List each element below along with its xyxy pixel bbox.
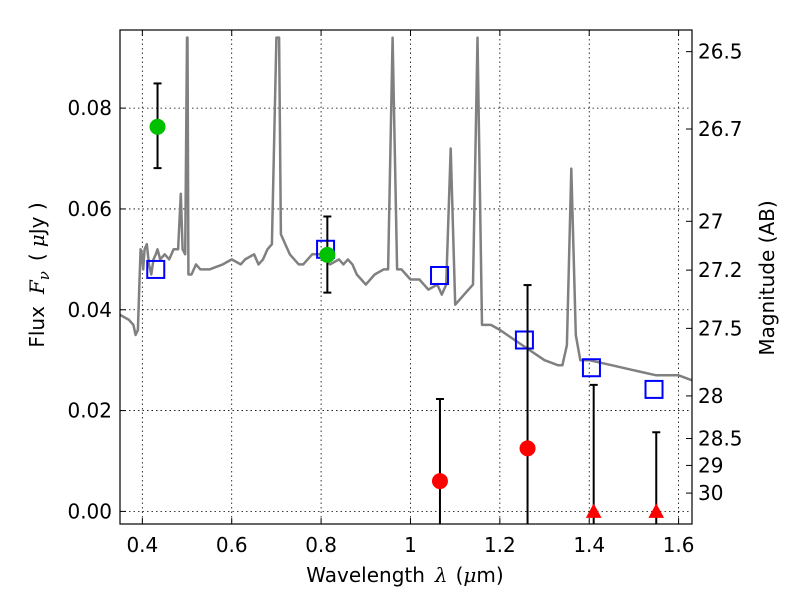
y2-tick-label: 27.5	[698, 316, 743, 340]
y2-axis-title: Magnitude (AB)	[755, 200, 779, 355]
measured-flux-green-point	[319, 246, 336, 263]
x-tick-label: 0.8	[305, 533, 337, 557]
x-tick-label: 0.6	[216, 533, 248, 557]
y-axis-title: FluxFν(μJy )	[25, 202, 53, 347]
model-spectrum-line	[120, 36, 692, 382]
model-photometry-square	[514, 330, 534, 350]
plot-frame	[119, 29, 693, 525]
model-photometry-square	[430, 265, 450, 285]
y2-tick-label: 27	[698, 209, 723, 233]
y-tick-label: 0.04	[67, 298, 112, 322]
x-axis-title: Wavelength λ (μm)	[306, 563, 503, 587]
model-photometry-square	[581, 358, 601, 378]
model-photometry-square	[644, 379, 664, 399]
y-tick-label: 0.08	[67, 96, 112, 120]
axes: 0.4 0.6 0.8 1 1.2 1.4 1.6 0.00 0.02 0.04 0.06 0.08 2…	[67, 30, 743, 557]
x-tick-label: 1.2	[484, 533, 516, 557]
y2-tick-label: 28	[698, 384, 723, 408]
upper-limit-triangle	[648, 503, 665, 518]
y2-tick-label: 28.5	[698, 427, 743, 451]
y-tick-label: 0.06	[67, 197, 112, 221]
measured-flux-red-point	[519, 440, 536, 457]
y2-tick-label: 29	[698, 453, 723, 477]
model-photometry-square	[146, 259, 166, 279]
y-tick-label: 0.00	[67, 499, 112, 523]
grid	[120, 30, 692, 524]
plot-data	[120, 36, 692, 524]
x-tick-label: 1.4	[573, 533, 605, 557]
y-tick-label: 0.02	[67, 399, 112, 423]
y2-tick-label: 27.2	[698, 258, 743, 282]
y2-tick-label: 26.7	[698, 117, 743, 141]
measured-flux-green-point	[149, 118, 166, 135]
x-tick-label: 0.4	[126, 533, 158, 557]
y2-tick-label: 30	[698, 481, 723, 505]
measured-flux-red-point	[431, 473, 448, 490]
upper-limit-triangle	[585, 503, 602, 518]
x-tick-label: 1.6	[663, 533, 695, 557]
y2-tick-label: 26.5	[698, 40, 743, 64]
x-tick-label: 1	[404, 533, 417, 557]
